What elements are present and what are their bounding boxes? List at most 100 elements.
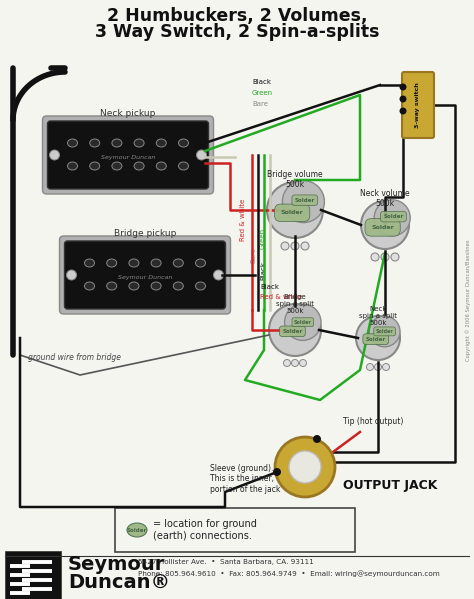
Circle shape (400, 107, 407, 114)
Circle shape (49, 150, 60, 160)
Text: Red & white: Red & white (240, 199, 246, 241)
FancyBboxPatch shape (43, 116, 213, 194)
Ellipse shape (112, 162, 122, 170)
FancyBboxPatch shape (60, 236, 230, 314)
Text: = location for ground
(earth) connections.: = location for ground (earth) connection… (153, 519, 257, 541)
Circle shape (313, 435, 321, 443)
Ellipse shape (179, 139, 189, 147)
Circle shape (267, 182, 323, 238)
Text: Sleeve (ground).
This is the inner, circular
portion of the jack: Sleeve (ground). This is the inner, circ… (210, 464, 305, 494)
Ellipse shape (129, 282, 139, 290)
Text: Bridge pickup: Bridge pickup (114, 229, 176, 238)
Text: Black: Black (252, 79, 271, 85)
Ellipse shape (90, 139, 100, 147)
Ellipse shape (151, 259, 161, 267)
Circle shape (291, 242, 299, 250)
Circle shape (66, 270, 76, 280)
FancyBboxPatch shape (64, 241, 226, 309)
Circle shape (400, 83, 407, 90)
Ellipse shape (129, 259, 139, 267)
Ellipse shape (195, 259, 206, 267)
Text: 2 Humbuckers, 2 Volumes,: 2 Humbuckers, 2 Volumes, (107, 7, 367, 25)
Text: Solder: Solder (283, 329, 302, 334)
Text: Neck pickup: Neck pickup (100, 110, 155, 119)
Ellipse shape (179, 162, 189, 170)
Text: Black: Black (260, 284, 279, 290)
Ellipse shape (90, 162, 100, 170)
Circle shape (213, 270, 224, 280)
Text: Green: Green (260, 228, 266, 249)
Text: Green: Green (252, 90, 273, 96)
Text: Solder: Solder (376, 329, 393, 334)
Text: Bare: Bare (250, 247, 256, 263)
Circle shape (292, 359, 299, 367)
Circle shape (273, 468, 281, 476)
Text: Bridge
spin a split
500k: Bridge spin a split 500k (276, 294, 314, 314)
Circle shape (369, 316, 400, 347)
Ellipse shape (156, 139, 166, 147)
Text: Seymour Duncan: Seymour Duncan (101, 155, 155, 159)
Circle shape (361, 201, 409, 249)
Text: Neck volume
500k: Neck volume 500k (360, 189, 410, 208)
Circle shape (391, 253, 399, 261)
Circle shape (284, 304, 321, 340)
Text: Neck
spin a split
500k: Neck spin a split 500k (359, 306, 397, 326)
Ellipse shape (134, 139, 144, 147)
Circle shape (300, 359, 307, 367)
Circle shape (301, 242, 309, 250)
Text: Bridge volume
500k: Bridge volume 500k (267, 170, 323, 189)
Text: Solder: Solder (371, 225, 394, 230)
Ellipse shape (67, 162, 78, 170)
Text: Solder: Solder (365, 337, 386, 341)
Text: Red & white: Red & white (260, 294, 302, 300)
Circle shape (374, 200, 410, 236)
FancyBboxPatch shape (47, 121, 209, 189)
Ellipse shape (156, 162, 166, 170)
Text: Solder: Solder (295, 198, 315, 202)
Circle shape (383, 364, 390, 371)
Circle shape (281, 242, 289, 250)
FancyBboxPatch shape (115, 508, 355, 552)
Circle shape (197, 150, 207, 160)
Ellipse shape (84, 282, 94, 290)
Text: Copyright © 2006 Seymour Duncan/Basslines: Copyright © 2006 Seymour Duncan/Bassline… (465, 239, 471, 361)
Text: Seymour Duncan: Seymour Duncan (118, 274, 172, 280)
Circle shape (275, 437, 335, 497)
Circle shape (400, 95, 407, 102)
Text: Solder: Solder (127, 528, 147, 533)
Ellipse shape (134, 162, 144, 170)
Text: Phone: 805.964.9610  •  Fax: 805.964.9749  •  Email: wiring@seymourduncan.com: Phone: 805.964.9610 • Fax: 805.964.9749 … (138, 571, 440, 577)
Ellipse shape (112, 139, 122, 147)
Text: ground wire from bridge: ground wire from bridge (28, 353, 121, 362)
Bar (5, 551, 61, 599)
Text: Bare: Bare (252, 101, 268, 107)
Text: Solder: Solder (281, 210, 303, 215)
Circle shape (269, 304, 321, 356)
Ellipse shape (127, 523, 147, 537)
Ellipse shape (173, 259, 183, 267)
Ellipse shape (173, 282, 183, 290)
Text: Solder: Solder (383, 214, 403, 219)
Text: Solder: Solder (294, 320, 312, 325)
Circle shape (366, 364, 374, 371)
Circle shape (374, 364, 382, 371)
Circle shape (283, 181, 324, 223)
Text: OUTPUT JACK: OUTPUT JACK (343, 479, 438, 492)
Text: Seymour: Seymour (68, 555, 165, 574)
Text: Duncan®: Duncan® (68, 573, 170, 591)
Circle shape (371, 253, 379, 261)
Ellipse shape (107, 259, 117, 267)
Text: 5427 Hollister Ave.  •  Santa Barbara, CA. 93111: 5427 Hollister Ave. • Santa Barbara, CA.… (138, 559, 314, 565)
Circle shape (283, 359, 291, 367)
Ellipse shape (84, 259, 94, 267)
Text: Tip (hot output): Tip (hot output) (343, 418, 403, 426)
Ellipse shape (195, 282, 206, 290)
Text: 3 Way Switch, 2 Spin-a-splits: 3 Way Switch, 2 Spin-a-splits (95, 23, 379, 41)
Circle shape (381, 253, 389, 261)
FancyBboxPatch shape (402, 72, 434, 138)
Ellipse shape (67, 139, 78, 147)
Circle shape (289, 451, 321, 483)
Text: 3-way switch: 3-way switch (416, 82, 420, 128)
Ellipse shape (151, 282, 161, 290)
Text: Black: Black (260, 261, 266, 280)
